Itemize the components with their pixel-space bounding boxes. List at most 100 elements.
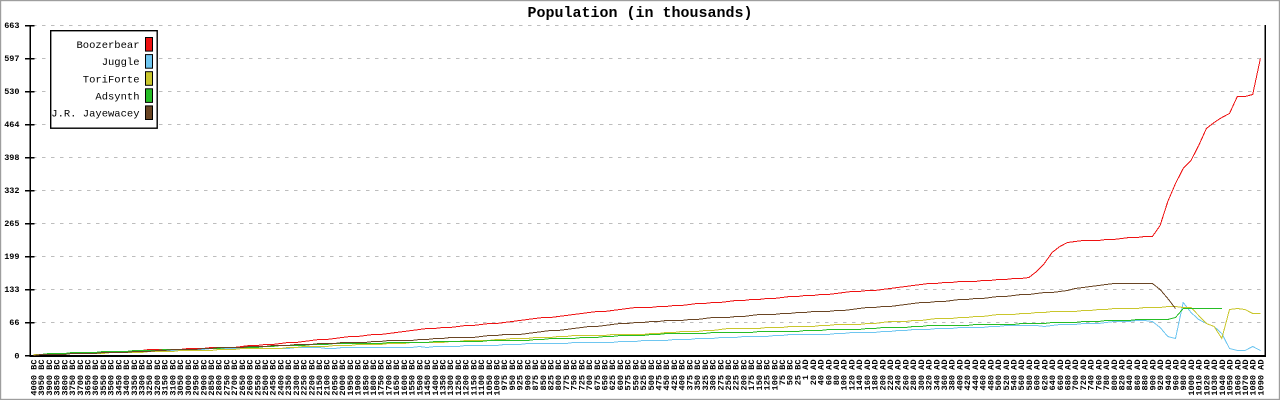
svg-text:360 AD: 360 AD [940, 360, 950, 391]
svg-text:600 BC: 600 BC [616, 360, 626, 391]
svg-text:140 AD: 140 AD [855, 360, 865, 391]
svg-text:2600 BC: 2600 BC [246, 360, 256, 396]
svg-text:740 AD: 740 AD [1087, 360, 1097, 391]
svg-text:398: 398 [4, 153, 19, 163]
svg-text:300 AD: 300 AD [917, 360, 927, 391]
svg-text:825 BC: 825 BC [547, 360, 557, 391]
svg-text:775 BC: 775 BC [562, 360, 572, 391]
svg-text:3300 BC: 3300 BC [138, 360, 148, 396]
svg-text:700 BC: 700 BC [585, 360, 595, 391]
svg-text:475 BC: 475 BC [655, 360, 665, 391]
svg-text:3550 BC: 3550 BC [99, 360, 109, 396]
svg-text:700 AD: 700 AD [1071, 360, 1081, 391]
svg-text:1850 BC: 1850 BC [361, 360, 371, 396]
svg-text:540 AD: 540 AD [1010, 360, 1020, 391]
svg-text:3750 BC: 3750 BC [68, 360, 78, 396]
svg-text:325 BC: 325 BC [701, 360, 711, 391]
svg-text:225 BC: 225 BC [732, 360, 742, 391]
svg-text:1030 AD: 1030 AD [1210, 360, 1220, 396]
svg-text:3350 BC: 3350 BC [130, 360, 140, 396]
svg-text:1050 BC: 1050 BC [485, 360, 495, 396]
svg-text:875 BC: 875 BC [531, 360, 541, 391]
svg-text:900 AD: 900 AD [1148, 360, 1158, 391]
svg-text:332: 332 [4, 186, 19, 196]
svg-text:160 AD: 160 AD [863, 360, 873, 391]
svg-text:760 AD: 760 AD [1094, 360, 1104, 391]
svg-text:1010 AD: 1010 AD [1195, 360, 1205, 396]
svg-text:725 BC: 725 BC [577, 360, 587, 391]
svg-text:520 AD: 520 AD [1002, 360, 1012, 391]
svg-text:133: 133 [4, 285, 19, 295]
svg-text:663: 663 [4, 21, 19, 31]
svg-text:925 BC: 925 BC [516, 360, 526, 391]
svg-text:3250 BC: 3250 BC [145, 360, 155, 396]
svg-text:660 AD: 660 AD [1056, 360, 1066, 391]
svg-text:400 AD: 400 AD [956, 360, 966, 391]
svg-text:3400 BC: 3400 BC [122, 360, 132, 396]
svg-text:525 BC: 525 BC [639, 360, 649, 391]
svg-text:199: 199 [4, 252, 19, 262]
svg-text:3150 BC: 3150 BC [161, 360, 171, 396]
svg-text:1400 BC: 1400 BC [431, 360, 441, 396]
svg-text:1040 AD: 1040 AD [1218, 360, 1228, 396]
svg-text:780 AD: 780 AD [1102, 360, 1112, 391]
svg-text:1550 BC: 1550 BC [408, 360, 418, 396]
svg-text:3500 BC: 3500 BC [107, 360, 117, 396]
svg-text:200 BC: 200 BC [739, 360, 749, 391]
svg-text:597: 597 [4, 54, 19, 64]
svg-text:480 AD: 480 AD [986, 360, 996, 391]
svg-text:3200 BC: 3200 BC [153, 360, 163, 396]
svg-text:1 AD: 1 AD [801, 360, 811, 381]
svg-text:1050 AD: 1050 AD [1226, 360, 1236, 396]
svg-text:265: 265 [4, 219, 19, 229]
svg-text:920 AD: 920 AD [1156, 360, 1166, 391]
svg-text:625 BC: 625 BC [608, 360, 618, 391]
svg-text:500 BC: 500 BC [647, 360, 657, 391]
svg-text:3000 BC: 3000 BC [184, 360, 194, 396]
svg-text:1060 AD: 1060 AD [1233, 360, 1243, 396]
svg-text:800 BC: 800 BC [554, 360, 564, 391]
svg-text:375 BC: 375 BC [685, 360, 695, 391]
svg-text:1100 BC: 1100 BC [477, 360, 487, 396]
svg-text:100 AD: 100 AD [840, 360, 850, 391]
svg-text:380 AD: 380 AD [948, 360, 958, 391]
svg-text:3600 BC: 3600 BC [91, 360, 101, 396]
svg-text:175 BC: 175 BC [747, 360, 757, 391]
svg-text:Adsynth: Adsynth [95, 91, 139, 103]
svg-text:2100 BC: 2100 BC [323, 360, 333, 396]
svg-text:3850 BC: 3850 BC [53, 360, 63, 396]
svg-text:1090 AD: 1090 AD [1256, 360, 1266, 396]
svg-text:4000 BC: 4000 BC [30, 360, 40, 396]
svg-text:450 BC: 450 BC [662, 360, 672, 391]
svg-text:850 BC: 850 BC [539, 360, 549, 391]
svg-text:440 AD: 440 AD [971, 360, 981, 391]
svg-text:880 AD: 880 AD [1141, 360, 1151, 391]
svg-text:500 AD: 500 AD [994, 360, 1004, 391]
svg-text:840 AD: 840 AD [1125, 360, 1135, 391]
svg-text:Juggle: Juggle [102, 57, 140, 69]
svg-text:2900 BC: 2900 BC [199, 360, 209, 396]
svg-text:1350 BC: 1350 BC [439, 360, 449, 396]
svg-text:J.R. Jayewacey: J.R. Jayewacey [51, 109, 139, 121]
svg-text:Population (in thousands): Population (in thousands) [527, 5, 752, 22]
svg-text:2300 BC: 2300 BC [292, 360, 302, 396]
svg-text:3950 BC: 3950 BC [37, 360, 47, 396]
svg-text:240 AD: 240 AD [894, 360, 904, 391]
svg-text:620 AD: 620 AD [1040, 360, 1050, 391]
svg-text:650 BC: 650 BC [601, 360, 611, 391]
svg-text:3650 BC: 3650 BC [84, 360, 94, 396]
svg-text:20 AD: 20 AD [809, 360, 819, 386]
svg-text:420 AD: 420 AD [963, 360, 973, 391]
svg-text:2650 BC: 2650 BC [238, 360, 248, 396]
svg-text:1900 BC: 1900 BC [354, 360, 364, 396]
svg-text:2350 BC: 2350 BC [284, 360, 294, 396]
svg-text:80 AD: 80 AD [832, 360, 842, 386]
svg-text:2250 BC: 2250 BC [300, 360, 310, 396]
svg-text:860 AD: 860 AD [1133, 360, 1143, 391]
svg-text:3700 BC: 3700 BC [76, 360, 86, 396]
svg-text:1300 BC: 1300 BC [446, 360, 456, 396]
svg-text:2850 BC: 2850 BC [207, 360, 217, 396]
svg-text:580 AD: 580 AD [1025, 360, 1035, 391]
svg-text:464: 464 [4, 120, 19, 130]
svg-text:425 BC: 425 BC [670, 360, 680, 391]
